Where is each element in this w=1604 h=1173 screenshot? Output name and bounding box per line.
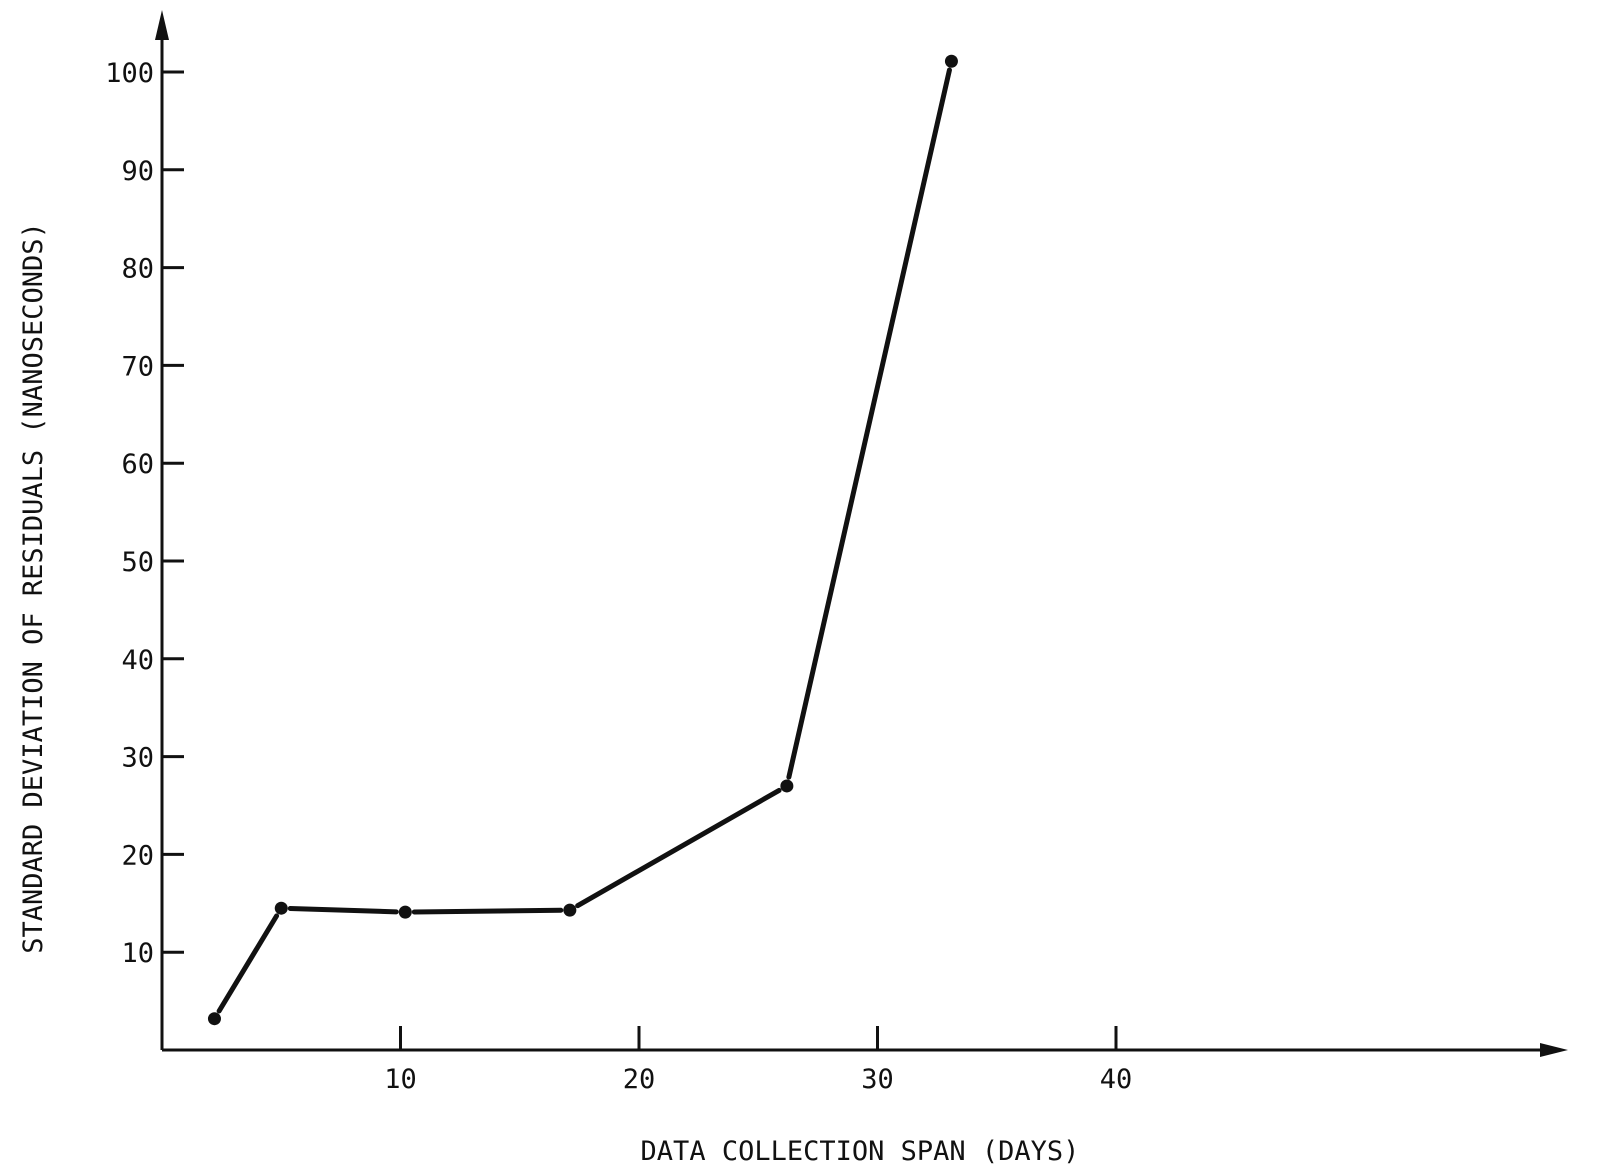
axes <box>155 10 1568 1057</box>
y-tick-label: 100 <box>105 58 154 89</box>
series-line-segment <box>786 67 952 780</box>
data-point <box>207 1012 221 1026</box>
series-line-segment <box>411 907 564 915</box>
data-point <box>398 905 412 919</box>
x-tick-label: 20 <box>623 1064 656 1095</box>
y-tick-label: 30 <box>121 743 154 774</box>
y-axis-arrowhead <box>155 10 169 40</box>
data-point <box>274 901 288 915</box>
y-tick-label: 40 <box>121 645 154 676</box>
x-tick-label: 30 <box>861 1064 894 1095</box>
y-axis-ticks: 10 20 30 40 50 60 70 80 90 100 <box>105 58 184 969</box>
x-tick-label: 40 <box>1100 1064 1133 1095</box>
data-point <box>780 779 794 793</box>
y-tick-label: 70 <box>121 351 154 382</box>
data-point <box>944 54 958 68</box>
y-tick-label: 60 <box>121 449 154 480</box>
series-line-segment <box>287 905 399 915</box>
series-line-segment <box>575 787 782 909</box>
data-series <box>207 54 958 1026</box>
y-tick-label: 10 <box>121 938 154 969</box>
y-tick-label: 20 <box>121 840 154 871</box>
x-axis-arrowhead <box>1540 1043 1568 1057</box>
data-point <box>563 903 577 917</box>
x-tick-label: 10 <box>384 1064 417 1095</box>
series-line-segment <box>216 913 280 1014</box>
y-tick-label: 80 <box>121 254 154 285</box>
y-tick-label: 50 <box>121 547 154 578</box>
y-axis-title: STANDARD DEVIATION OF RESIDUALS (NANOSEC… <box>18 222 49 954</box>
x-axis-ticks: 10 20 30 40 <box>384 1026 1132 1095</box>
x-axis-title: DATA COLLECTION SPAN (DAYS) <box>641 1136 1080 1167</box>
y-tick-label: 90 <box>121 156 154 187</box>
